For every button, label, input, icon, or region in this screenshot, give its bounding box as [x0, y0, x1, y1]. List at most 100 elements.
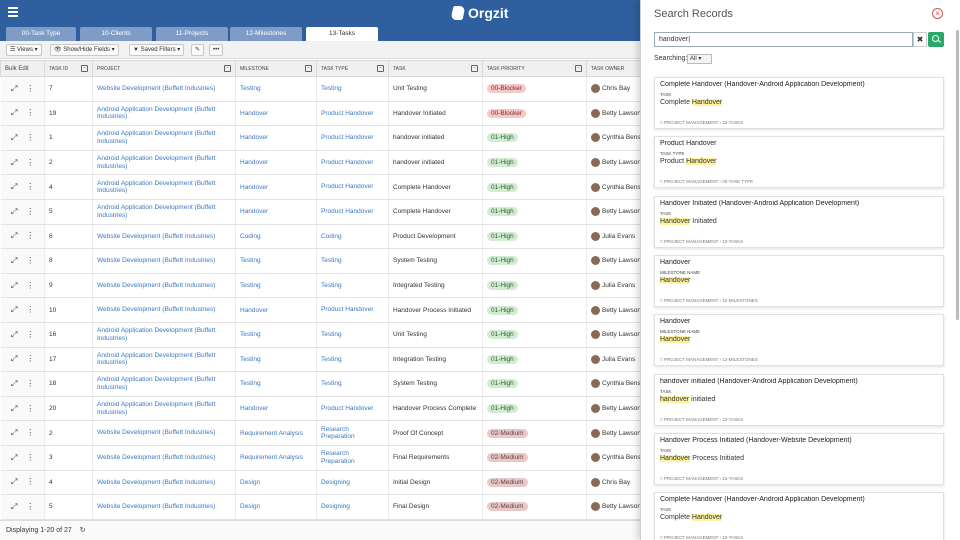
more-vert-icon[interactable]: ⋮	[26, 452, 35, 462]
column-header-task-owner[interactable]: Task Owner	[586, 60, 640, 77]
search-result-card[interactable]: Complete Handover (Handover-Android Appl…	[654, 77, 944, 129]
search-result-card[interactable]: Complete Handover (Handover-Android Appl…	[654, 492, 944, 540]
column-header-task-type[interactable]: Task Type -	[316, 60, 389, 77]
milestone-link[interactable]: Design	[235, 494, 317, 520]
more-vert-icon[interactable]: ⋮	[26, 231, 35, 241]
milestone-link[interactable]: Design	[235, 470, 317, 496]
column-header-task-priority[interactable]: Task Priority -	[482, 60, 587, 77]
task-type-link[interactable]: Testing	[316, 371, 389, 397]
refresh-icon[interactable]: ↻	[79, 527, 86, 534]
more-vert-icon[interactable]: ⋮	[26, 280, 35, 290]
search-result-card[interactable]: handover initiated (Handover-Android App…	[654, 373, 944, 426]
more-vert-icon[interactable]: ⋮	[26, 83, 35, 93]
bulk-edit-button[interactable]: Bulk Edit	[0, 60, 45, 77]
project-link[interactable]: Website Development (Buffett Industries)	[92, 273, 236, 299]
result-title[interactable]: Handover Process Initiated (Handover-Web…	[660, 436, 852, 444]
result-title[interactable]: Handover	[660, 318, 691, 326]
more-vert-icon[interactable]: ⋮	[26, 305, 35, 315]
result-title[interactable]: Handover Initiated (Handover-Android App…	[660, 199, 860, 207]
milestone-link[interactable]: Handover	[235, 396, 317, 422]
expand-icon[interactable]: ⤢	[11, 206, 18, 216]
milestone-link[interactable]: Handover	[235, 101, 317, 127]
milestone-link[interactable]: Testing	[235, 371, 317, 397]
page-scrollbar[interactable]	[956, 30, 959, 320]
milestone-link[interactable]: Requirement Analysis	[235, 445, 317, 471]
column-header-milestone[interactable]: Milestone -	[235, 60, 317, 77]
expand-icon[interactable]: ⤢	[11, 403, 18, 413]
column-header-task-id[interactable]: Task ID -	[44, 60, 93, 77]
task-type-link[interactable]: Product Handover	[316, 101, 389, 127]
task-type-link[interactable]: Product Handover	[316, 297, 389, 323]
more-vert-icon[interactable]: ⋮	[26, 157, 35, 167]
result-title[interactable]: Complete Handover (Handover-Android Appl…	[660, 496, 865, 504]
table-row[interactable]: ⤢ ⋮ 7 Website Development (Buffett Industri…	[0, 76, 640, 102]
task-type-link[interactable]: Testing	[316, 76, 389, 102]
task-type-link[interactable]: Testing	[316, 273, 389, 299]
tab-milestones[interactable]: 12-Milestones	[230, 27, 302, 41]
table-row[interactable]: ⤢ ⋮ 18 Android Application Development (Buf…	[0, 371, 640, 397]
table-row[interactable]: ⤢ ⋮ 5 Website Development (Buffett Industri…	[0, 494, 640, 520]
expand-icon[interactable]: ⤢	[11, 452, 18, 462]
project-link[interactable]: Website Development (Buffett Industries)	[92, 445, 236, 471]
milestone-link[interactable]: Testing	[235, 273, 317, 299]
task-type-link[interactable]: Product Handover	[316, 150, 389, 176]
expand-icon[interactable]: ⤢	[11, 501, 18, 511]
table-row[interactable]: ⤢ ⋮ 4 Website Development (Buffett Industri…	[0, 470, 640, 496]
expand-icon[interactable]: ⤢	[11, 280, 18, 290]
task-type-link[interactable]: Research Preparation	[316, 420, 389, 446]
more-vert-icon[interactable]: ⋮	[26, 206, 35, 216]
table-row[interactable]: ⤢ ⋮ 1 Android Application Development (Buff…	[0, 125, 640, 151]
column-menu-icon[interactable]: -	[81, 65, 88, 72]
task-type-link[interactable]: Testing	[316, 322, 389, 348]
expand-icon[interactable]: ⤢	[11, 477, 18, 487]
task-type-link[interactable]: Research Preparation	[316, 445, 389, 471]
more-vert-icon[interactable]: ⋮	[26, 501, 35, 511]
expand-icon[interactable]: ⤢	[11, 428, 18, 438]
more-vert-icon[interactable]: ⋮	[26, 132, 35, 142]
search-input[interactable]	[654, 32, 913, 47]
table-row[interactable]: ⤢ ⋮ 2 Android Application Development (Buff…	[0, 150, 640, 176]
task-type-link[interactable]: Product Handover	[316, 396, 389, 422]
result-title[interactable]: handover initiated (Handover-Android App…	[660, 377, 858, 385]
search-icon[interactable]	[928, 32, 944, 47]
expand-icon[interactable]: ⤢	[11, 108, 18, 118]
milestone-link[interactable]: Testing	[235, 347, 317, 373]
searching-scope-select[interactable]: All ▾	[687, 54, 712, 64]
milestone-link[interactable]: Handover	[235, 150, 317, 176]
project-link[interactable]: Android Application Development (Buffett…	[92, 371, 236, 397]
search-result-card[interactable]: Handover Process Initiated (Handover-Web…	[654, 432, 944, 485]
app-logo[interactable]: Orgzit	[450, 3, 508, 23]
tab-clients[interactable]: 10-Clients	[80, 27, 152, 41]
milestone-link[interactable]: Testing	[235, 248, 317, 274]
project-link[interactable]: Android Application Development (Buffett…	[92, 322, 236, 348]
more-options-button[interactable]: •••	[209, 44, 224, 56]
more-vert-icon[interactable]: ⋮	[26, 477, 35, 487]
expand-icon[interactable]: ⤢	[11, 231, 18, 241]
expand-icon[interactable]: ⤢	[11, 83, 18, 93]
tab-task-type[interactable]: 00-Task Type	[6, 27, 76, 41]
show-hide-fields-button[interactable]: 👁 Show/Hide Fields ▾	[50, 44, 119, 56]
more-vert-icon[interactable]: ⋮	[26, 255, 35, 265]
edit-filter-icon[interactable]: ✎	[191, 44, 205, 56]
result-title[interactable]: Product Handover	[660, 140, 717, 148]
search-result-card[interactable]: Handover MILESTONE NAME Handover □ PROJECT …	[654, 254, 944, 307]
table-row[interactable]: ⤢ ⋮ 20 Android Application Development (Buf…	[0, 396, 640, 422]
table-row[interactable]: ⤢ ⋮ 10 Website Development (Buffett Industr…	[0, 297, 640, 323]
expand-icon[interactable]: ⤢	[11, 329, 18, 339]
clear-search-button[interactable]: ✖	[913, 32, 927, 47]
column-menu-icon[interactable]: -	[471, 65, 478, 72]
project-link[interactable]: Android Application Development (Buffett…	[92, 125, 236, 151]
result-title[interactable]: Complete Handover (Handover-Android Appl…	[660, 81, 865, 88]
project-link[interactable]: Website Development (Buffett Industries)	[92, 297, 236, 323]
table-row[interactable]: ⤢ ⋮ 9 Website Development (Buffett Industri…	[0, 273, 640, 299]
column-menu-icon[interactable]: -	[305, 65, 312, 72]
views-button[interactable]: ☰ Views ▾	[6, 44, 42, 56]
column-menu-icon[interactable]: -	[575, 65, 582, 72]
project-link[interactable]: Android Application Development (Buffett…	[92, 199, 236, 225]
table-row[interactable]: ⤢ ⋮ 16 Android Application Development (Buf…	[0, 322, 640, 348]
project-link[interactable]: Website Development (Buffett Industries)	[92, 248, 236, 274]
tab-tasks[interactable]: 13-Tasks	[306, 27, 378, 41]
more-vert-icon[interactable]: ⋮	[26, 354, 35, 364]
project-link[interactable]: Android Application Development (Buffett…	[92, 150, 236, 176]
table-row[interactable]: ⤢ ⋮ 3 Website Development (Buffett Industri…	[0, 445, 640, 471]
